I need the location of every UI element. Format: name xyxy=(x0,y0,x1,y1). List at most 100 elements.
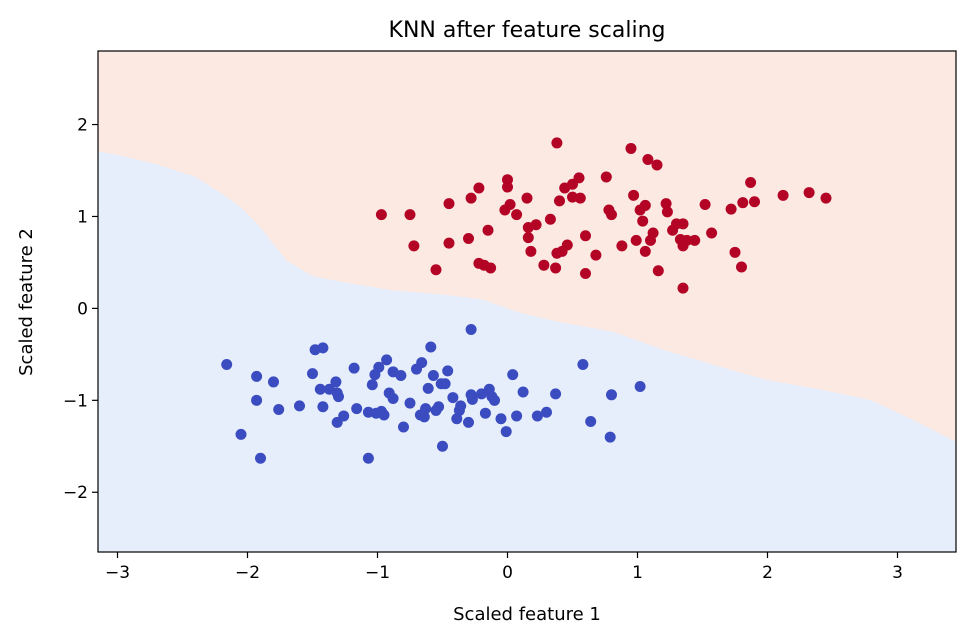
scatter-point xyxy=(604,431,616,443)
scatter-point xyxy=(820,192,832,204)
axes: −3 −2 −1 0 1 2 3 −2 −1 0 1 2 xyxy=(63,50,957,583)
scatter-point xyxy=(749,196,760,208)
scatter-point xyxy=(485,262,497,274)
scatter-point xyxy=(706,227,718,239)
scatter-point xyxy=(616,240,628,252)
scatter-point xyxy=(430,264,442,276)
scatter-point xyxy=(677,218,689,230)
scatter-point xyxy=(737,197,749,209)
scatter-point xyxy=(351,403,363,415)
scatter-point xyxy=(495,413,507,425)
scatter-point xyxy=(681,234,693,246)
scatter-point xyxy=(500,426,512,438)
scatter-point xyxy=(362,452,374,464)
scatter-point xyxy=(465,192,477,204)
scatter-point xyxy=(502,181,513,193)
scatter-point xyxy=(577,358,589,370)
scatter-point xyxy=(314,383,326,395)
scatter-point xyxy=(561,239,573,251)
scatter-point xyxy=(642,153,654,165)
scatter-point xyxy=(777,189,789,201)
scatter-point xyxy=(625,142,637,154)
scatter-point xyxy=(463,233,474,245)
scatter-point xyxy=(373,361,385,373)
scatter-point xyxy=(745,176,757,188)
scatter-point xyxy=(590,249,602,261)
scatter-point xyxy=(522,232,534,244)
scatter-point xyxy=(317,342,329,354)
scatter-point xyxy=(268,376,279,388)
scatter-point xyxy=(541,406,552,418)
scatter-point xyxy=(580,267,591,279)
scatter-point xyxy=(439,378,451,390)
upper-region xyxy=(98,51,956,442)
scatter-point xyxy=(511,209,523,221)
y-tick-label: 0 xyxy=(77,299,88,319)
scatter-point xyxy=(427,370,439,382)
scatter-point xyxy=(628,189,640,201)
scatter-point xyxy=(573,172,585,184)
scatter-point xyxy=(725,203,737,215)
scatter-point xyxy=(330,376,342,388)
plot-area xyxy=(98,51,956,552)
scatter-point xyxy=(307,368,318,380)
scatter-point xyxy=(375,209,387,221)
scatter-point xyxy=(398,421,409,433)
x-axis-label: Scaled feature 1 xyxy=(453,604,601,625)
scatter-point xyxy=(479,407,491,419)
scatter-point xyxy=(387,392,399,404)
scatter-point xyxy=(463,416,474,428)
scatter-point xyxy=(251,394,263,406)
scatter-point xyxy=(517,386,529,398)
y-tick-label: 2 xyxy=(77,116,88,136)
scatter-point xyxy=(538,259,550,271)
x-tick-label: −1 xyxy=(365,563,390,583)
scatter-point xyxy=(489,394,500,406)
scatter-point xyxy=(630,234,642,246)
series-0 xyxy=(375,137,832,294)
scatter-point xyxy=(634,381,646,393)
scatter-point xyxy=(333,391,344,403)
scatter-point xyxy=(521,192,533,204)
scatter-point xyxy=(294,400,305,412)
scatter-point xyxy=(585,415,597,427)
scatter-point xyxy=(395,370,407,382)
scatter-point xyxy=(408,240,420,252)
y-tick-label: −1 xyxy=(63,391,88,411)
scatter-point xyxy=(442,365,454,377)
x-tick-label: 1 xyxy=(632,563,643,583)
scatter-point xyxy=(550,388,562,400)
x-tick-label: 2 xyxy=(762,563,773,583)
scatter-point xyxy=(338,410,350,422)
scatter-point xyxy=(660,198,672,210)
scatter-point xyxy=(251,370,263,382)
x-tick-label: −3 xyxy=(105,563,130,583)
y-tick-label: −2 xyxy=(63,483,88,503)
scatter-point xyxy=(221,358,233,370)
scatter-point xyxy=(803,187,815,199)
scatter-point xyxy=(689,234,701,246)
x-tick-label: 0 xyxy=(502,563,513,583)
scatter-point xyxy=(551,137,563,149)
scatter-point xyxy=(677,282,689,294)
scatter-point xyxy=(482,224,494,236)
scatter-point xyxy=(317,401,329,413)
scatter-point xyxy=(418,411,430,423)
x-tick-label: −2 xyxy=(235,563,260,583)
scatter-point xyxy=(433,401,445,413)
scatter-point xyxy=(600,171,612,183)
x-tick-label: 3 xyxy=(892,563,903,583)
scatter-point xyxy=(455,400,467,412)
scatter-point xyxy=(507,369,519,381)
scatter-point xyxy=(661,206,673,218)
scatter-point xyxy=(530,219,542,231)
scatter-point xyxy=(235,428,247,440)
scatter-point xyxy=(451,413,463,425)
scatter-point xyxy=(647,227,659,239)
decision-regions xyxy=(98,51,956,552)
scatter-point xyxy=(637,215,649,227)
scatter-point xyxy=(420,403,432,415)
scatter-point xyxy=(736,261,747,273)
